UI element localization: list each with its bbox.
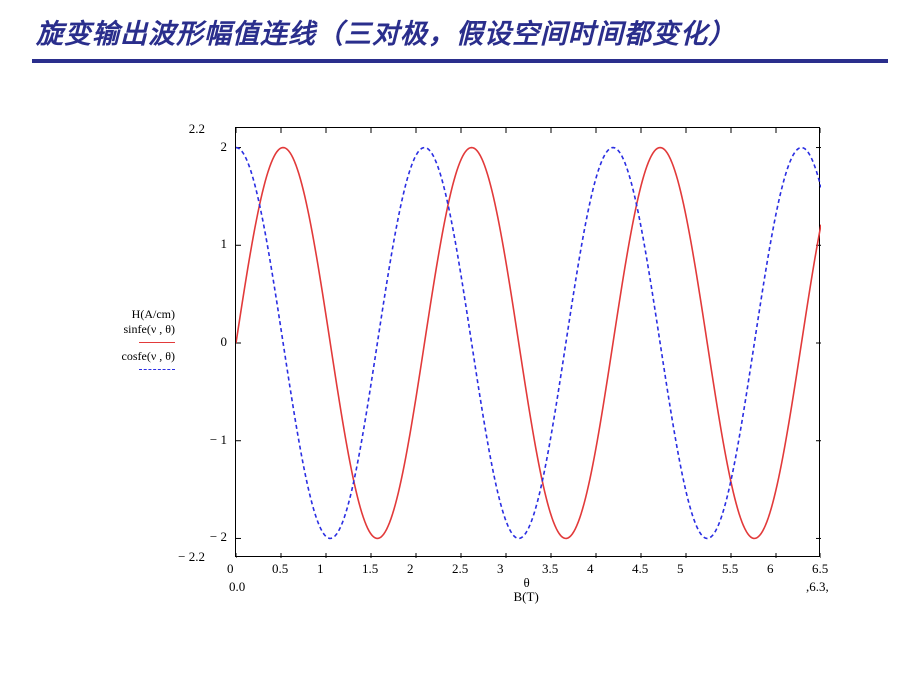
y-tick-label: 1	[221, 236, 228, 252]
x-tick-label: 0.5	[272, 561, 288, 577]
x-tick-label: 6	[767, 561, 774, 577]
x-outer-max: ,6.3,	[806, 579, 829, 595]
x-tick-label: 4	[587, 561, 594, 577]
title-rule	[32, 59, 888, 63]
legend-label-1: sinfe(ν , θ)	[124, 322, 176, 336]
y-axis-label: H(A/cm)	[80, 308, 175, 321]
y-tick-label: − 1	[210, 432, 227, 448]
chart-container: 2.2 − 2.2 0.0 ,6.3, H(A/cm) sinfe(ν , θ)…	[80, 115, 840, 635]
x-tick-label: 2	[407, 561, 414, 577]
y-tick-label: 2	[221, 139, 228, 155]
x-axis-label-bt: B(T)	[514, 589, 539, 605]
x-tick-label: 1	[317, 561, 324, 577]
x-outer-min: 0.0	[229, 579, 245, 595]
legend-entry-1: sinfe(ν , θ)	[80, 323, 175, 348]
x-tick-label: 1.5	[362, 561, 378, 577]
y-axis-label-block: H(A/cm) sinfe(ν , θ) cosfe(ν , θ)	[80, 308, 175, 375]
x-tick-label: 3.5	[542, 561, 558, 577]
x-tick-label: 2.5	[452, 561, 468, 577]
y-tick-label: − 2	[210, 529, 227, 545]
legend-entry-2: cosfe(ν , θ)	[80, 350, 175, 375]
x-tick-label: 0	[227, 561, 234, 577]
x-tick-label: 4.5	[632, 561, 648, 577]
chart-svg	[236, 128, 821, 558]
legend-swatch-1	[139, 342, 175, 343]
legend-swatch-2	[139, 369, 175, 370]
x-tick-label: 5.5	[722, 561, 738, 577]
legend-label-2: cosfe(ν , θ)	[122, 349, 175, 363]
slide-title: 旋变输出波形幅值连线（三对极，假设空间时间都变化）	[32, 12, 888, 57]
y-outer-max: 2.2	[189, 121, 205, 137]
x-tick-label: 6.5	[812, 561, 828, 577]
y-outer-min: − 2.2	[178, 549, 205, 565]
y-tick-label: 0	[221, 334, 228, 350]
plot-area	[235, 127, 820, 557]
x-tick-label: 5	[677, 561, 684, 577]
x-tick-label: 3	[497, 561, 504, 577]
